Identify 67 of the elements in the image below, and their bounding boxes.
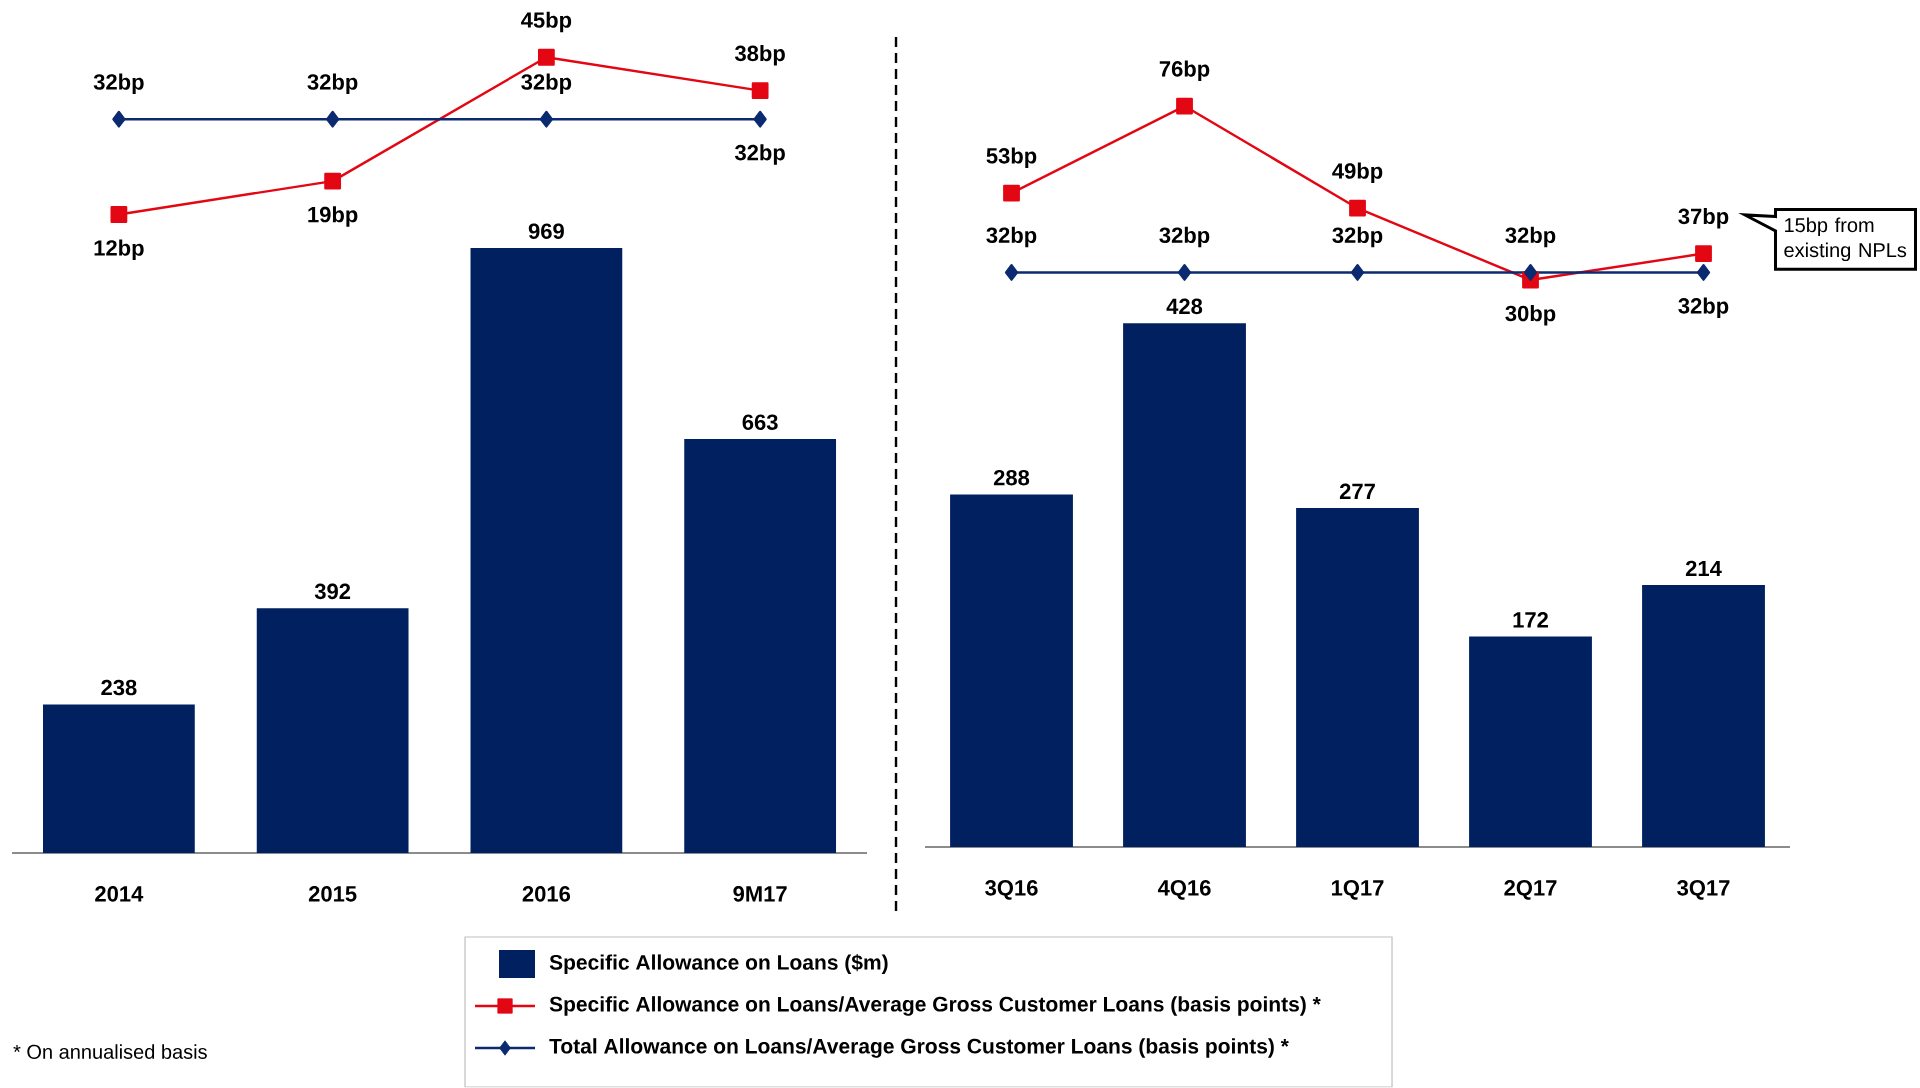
x-tick-label: 1Q17	[1331, 880, 1384, 900]
data-label: 32bp	[734, 144, 785, 165]
legend-label: Total Allowance on Loans/Average Gross Customer Loans (basis points) *	[549, 1038, 1289, 1059]
point	[753, 110, 767, 128]
point	[110, 206, 128, 224]
data-label: 32bp	[307, 73, 358, 95]
point	[324, 172, 342, 190]
data-label: 32bp	[1678, 297, 1729, 319]
legend-label: Specific Allowance on Loans ($m)	[549, 954, 888, 975]
data-label: 19bp	[308, 206, 358, 227]
legend-label: Specific Allowance on Loans/Average Gross Customer Loans (basis points) *	[549, 996, 1321, 1017]
point	[1177, 264, 1192, 282]
data-label: 32bp	[1332, 227, 1383, 248]
data-label: 288	[993, 470, 1030, 486]
data-label: 37bp	[1678, 208, 1729, 229]
data-label: 392	[314, 583, 351, 600]
point	[537, 49, 555, 66]
data-label: 76bp	[1159, 60, 1210, 82]
text: * On annualised basis	[13, 1044, 207, 1060]
point	[112, 110, 126, 128]
x-tick-label: 2015	[308, 886, 357, 902]
data-label: 38bp	[734, 45, 785, 66]
x-tick-label: 2Q17	[1504, 880, 1557, 900]
text: 15bp from existing NPLs	[1784, 217, 1907, 262]
data-label: 49bp	[1332, 162, 1383, 184]
point	[1523, 264, 1538, 282]
data-label: 30bp	[1505, 305, 1556, 326]
point	[1004, 264, 1019, 282]
bar	[1296, 508, 1419, 848]
data-label: 428	[1166, 298, 1203, 315]
data-label: 12bp	[94, 239, 144, 261]
point	[539, 110, 553, 128]
point	[326, 110, 340, 128]
bar	[43, 704, 195, 854]
data-label: 32bp	[93, 73, 144, 95]
data-label: 53bp	[986, 147, 1037, 169]
point	[751, 82, 769, 100]
bar	[684, 439, 837, 854]
data-label: 32bp	[1159, 227, 1210, 248]
x-tick-label: 2016	[522, 886, 571, 902]
x-tick-label: 9M17	[733, 886, 787, 902]
data-label: 45bp	[521, 11, 572, 33]
data-label: 32bp	[1505, 227, 1556, 248]
point	[1350, 264, 1365, 282]
point	[1695, 245, 1712, 263]
data-label: 663	[742, 414, 778, 431]
bar	[1123, 323, 1246, 848]
data-label: 277	[1339, 483, 1375, 500]
bar	[256, 608, 409, 854]
bar	[1469, 636, 1592, 848]
data-label: 172	[1513, 612, 1548, 628]
data-label: 214	[1685, 560, 1722, 577]
x-tick-label: 4Q16	[1157, 880, 1211, 900]
x-tick-label: 2014	[95, 886, 144, 902]
data-label: 969	[528, 223, 564, 240]
data-label: 32bp	[521, 73, 572, 95]
point	[1349, 199, 1366, 217]
data-label: 32bp	[986, 227, 1037, 248]
data-label: 238	[101, 679, 137, 696]
point	[1003, 184, 1020, 202]
x-tick-label: 3Q16	[985, 880, 1038, 900]
bar	[470, 248, 623, 854]
bar	[1642, 585, 1765, 848]
bar	[950, 494, 1073, 848]
x-tick-label: 3Q17	[1677, 880, 1730, 900]
point	[1176, 97, 1193, 115]
point	[1696, 264, 1711, 282]
